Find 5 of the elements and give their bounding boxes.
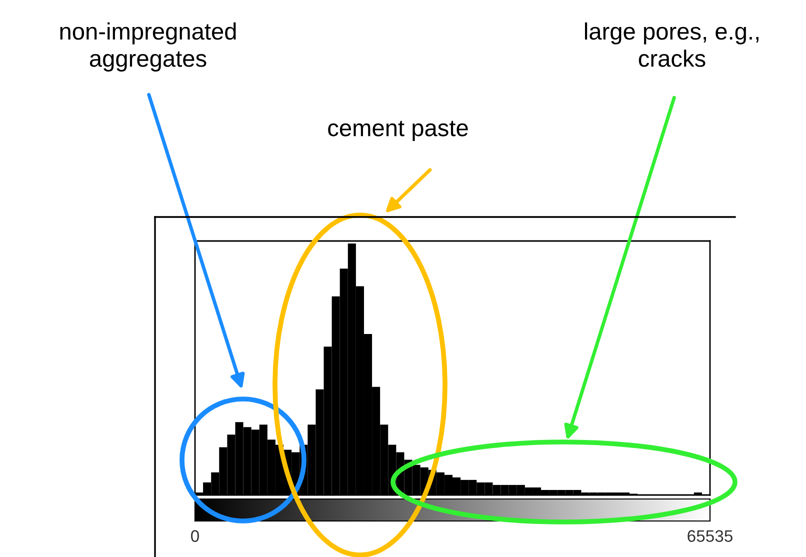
text: non-impregnated aggregates bbox=[60, 22, 236, 72]
x-tick-label: 0 bbox=[191, 530, 199, 542]
x-tick-label: 65535 bbox=[688, 530, 732, 542]
text: large pores, e.g., cracks bbox=[585, 22, 758, 67]
text: cement paste bbox=[328, 120, 468, 142]
